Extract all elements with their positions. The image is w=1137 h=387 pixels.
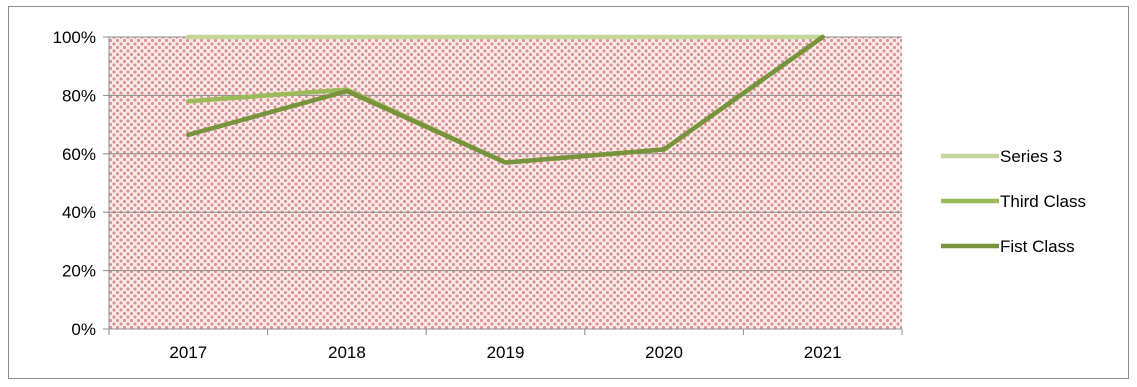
x-tick-label: 2021	[804, 343, 842, 362]
y-tick-label: 40%	[62, 203, 96, 222]
y-tick-label: 100%	[53, 28, 96, 47]
axes	[108, 37, 903, 335]
legend-label: Third Class	[1000, 192, 1086, 211]
x-tick-label: 2018	[328, 343, 366, 362]
y-tick-labels: 0% 20% 40% 60% 80% 100%	[53, 28, 96, 339]
series-line	[186, 34, 825, 165]
x-tick-label: 2019	[487, 343, 525, 362]
x-tick-label: 2017	[169, 343, 207, 362]
x-tick-label: 2020	[645, 343, 683, 362]
y-tick-label: 60%	[62, 145, 96, 164]
y-tick-label: 80%	[62, 86, 96, 105]
y-tick-label: 20%	[62, 262, 96, 281]
legend-label: Fist Class	[1000, 237, 1075, 256]
plot-area	[109, 37, 902, 329]
legend-label: Series 3	[1000, 147, 1062, 166]
series-lines	[186, 34, 825, 165]
x-tick-labels: 2017 2018 2019 2020 2021	[169, 343, 841, 362]
legend: Series 3 Third Class Fist Class	[941, 147, 1086, 256]
y-tick-label: 0%	[71, 320, 96, 339]
